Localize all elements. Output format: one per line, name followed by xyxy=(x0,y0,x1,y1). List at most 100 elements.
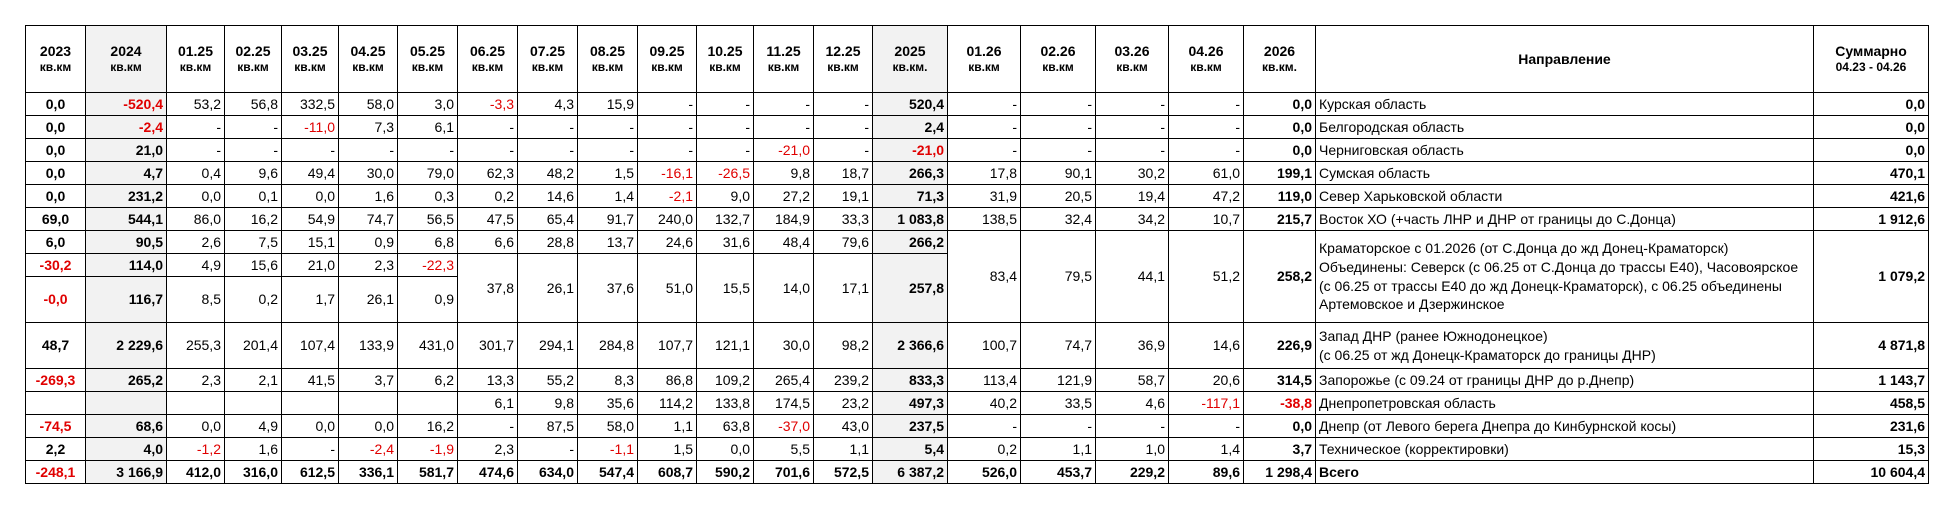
header-title: 06.25 xyxy=(469,43,506,60)
value-cell: - xyxy=(457,138,518,162)
value-cell: - xyxy=(457,414,518,438)
table-row: 69,0 544,1 86,0 16,2 54,9 74,7 56,5 47,5 65,4 91,… xyxy=(25,207,1929,231)
value-cell: 0,0 xyxy=(25,161,86,185)
value-cell: 21,0 xyxy=(85,138,167,162)
value-cell: 17,1 xyxy=(813,253,873,323)
value-cell xyxy=(338,391,398,415)
direction-cell: Запорожье (с 09.24 от границы ДНР до р.Д… xyxy=(1315,368,1814,392)
value-cell: 47,2 xyxy=(1168,184,1244,208)
header-row: 2023 кв.км 2024 кв.км 01.25 кв.км 02.25 кв.км 03… xyxy=(25,25,1929,93)
column-header: 2024 кв.км xyxy=(85,25,167,93)
column-header: 04.26 кв.км xyxy=(1168,25,1244,93)
value-cell: 3,0 xyxy=(397,92,458,116)
value-cell: - xyxy=(813,115,873,139)
value-cell: - xyxy=(947,414,1021,438)
value-cell: 0,0 xyxy=(25,184,86,208)
value-cell: 17,8 xyxy=(947,161,1021,185)
value-cell: 19,4 xyxy=(1095,184,1169,208)
header-unit: кв.км xyxy=(352,60,384,75)
value-cell: 332,5 xyxy=(281,92,339,116)
header-title: 03.26 xyxy=(1114,43,1150,60)
value-cell: -11,0 xyxy=(281,115,339,139)
column-header: 11.25 кв.км xyxy=(753,25,814,93)
value-cell: 316,0 xyxy=(224,460,282,484)
header-title: 2026 xyxy=(1263,43,1296,60)
value-cell: 107,7 xyxy=(637,322,697,369)
value-cell: - xyxy=(166,115,225,139)
value-cell: - xyxy=(696,115,754,139)
value-cell: -22,3 xyxy=(397,253,458,277)
value-cell: -30,2 xyxy=(25,253,86,277)
value-cell: 2,6 xyxy=(166,230,225,254)
column-header: 10.25 кв.км xyxy=(696,25,754,93)
table-row: -0,0 116,7 8,5 0,2 1,7 26,1 0,9 xyxy=(25,276,1929,323)
value-cell: 2,3 xyxy=(338,253,398,277)
value-cell: 470,1 xyxy=(1813,161,1929,185)
header-unit: кв.км xyxy=(1190,60,1222,75)
header-title: 07.25 xyxy=(529,43,566,60)
value-cell xyxy=(166,391,225,415)
value-cell: 49,4 xyxy=(281,161,339,185)
value-cell: 19,1 xyxy=(813,184,873,208)
header-unit: кв.км xyxy=(110,60,142,75)
value-cell: - xyxy=(1168,115,1244,139)
value-cell: 284,8 xyxy=(577,322,638,369)
value-cell: 237,5 xyxy=(872,414,948,438)
value-cell: - xyxy=(1095,138,1169,162)
value-cell: 0,0 xyxy=(281,184,339,208)
value-cell: 0,2 xyxy=(947,437,1021,461)
value-cell: 15,5 xyxy=(696,253,754,323)
value-cell: 56,5 xyxy=(397,207,458,231)
value-cell: 3,7 xyxy=(338,368,398,392)
value-cell: 90,5 xyxy=(85,230,167,254)
value-cell: - xyxy=(947,115,1021,139)
value-cell xyxy=(85,391,167,415)
value-cell: - xyxy=(166,138,225,162)
value-cell: 114,2 xyxy=(637,391,697,415)
value-cell: 55,2 xyxy=(517,368,578,392)
value-cell: 0,0 xyxy=(1243,92,1316,116)
column-header: 2023 кв.км xyxy=(25,25,86,93)
value-cell: 1,6 xyxy=(224,437,282,461)
value-cell: 0,9 xyxy=(338,230,398,254)
value-cell: 10,7 xyxy=(1168,207,1244,231)
value-cell: 3 166,9 xyxy=(85,460,167,484)
column-header: 08.25 кв.км xyxy=(577,25,638,93)
value-cell: -21,0 xyxy=(872,138,948,162)
header-unit: кв.км xyxy=(767,60,800,75)
table-row: 48,7 2 229,6 255,3 201,4 107,4 133,9 431,0 301,… xyxy=(25,322,1929,369)
value-cell: 9,0 xyxy=(696,184,754,208)
value-cell: 2 366,6 xyxy=(872,322,948,369)
value-cell: 53,2 xyxy=(166,92,225,116)
value-cell: - xyxy=(577,138,638,162)
column-header: 03.26 кв.км xyxy=(1095,25,1169,93)
value-cell: 547,4 xyxy=(577,460,638,484)
value-cell: - xyxy=(813,92,873,116)
table-row: 6,0 90,5 2,6 7,5 15,1 0,9 6,8 6,6 28,8 13,7 24,6 31… xyxy=(25,230,1929,323)
header-title: 09.25 xyxy=(649,43,685,60)
value-cell: 0,0 xyxy=(166,414,225,438)
value-cell: -248,1 xyxy=(25,460,86,484)
value-cell: - xyxy=(1168,92,1244,116)
value-cell: 132,7 xyxy=(696,207,754,231)
value-cell: 91,7 xyxy=(577,207,638,231)
value-cell: 1,4 xyxy=(577,184,638,208)
value-cell: 266,3 xyxy=(872,161,948,185)
column-header: 03.25 кв.км xyxy=(281,25,339,93)
value-cell: 1 912,6 xyxy=(1813,207,1929,231)
value-cell: 26,1 xyxy=(338,276,398,323)
value-cell: - xyxy=(1020,92,1096,116)
value-cell: 590,2 xyxy=(696,460,754,484)
header-unit: кв.км xyxy=(294,60,326,75)
value-cell: 701,6 xyxy=(753,460,814,484)
value-cell: 412,0 xyxy=(166,460,225,484)
column-header: Суммарно 04.23 - 04.26 xyxy=(1813,25,1929,93)
value-cell: 56,8 xyxy=(224,92,282,116)
header-title: 04.26 xyxy=(1188,43,1224,60)
value-cell: 10 604,4 xyxy=(1813,460,1929,484)
header-title: 08.25 xyxy=(589,43,626,60)
value-cell: 240,0 xyxy=(637,207,697,231)
value-cell: - xyxy=(1020,414,1096,438)
value-cell: 431,0 xyxy=(397,322,458,369)
value-cell: 43,0 xyxy=(813,414,873,438)
